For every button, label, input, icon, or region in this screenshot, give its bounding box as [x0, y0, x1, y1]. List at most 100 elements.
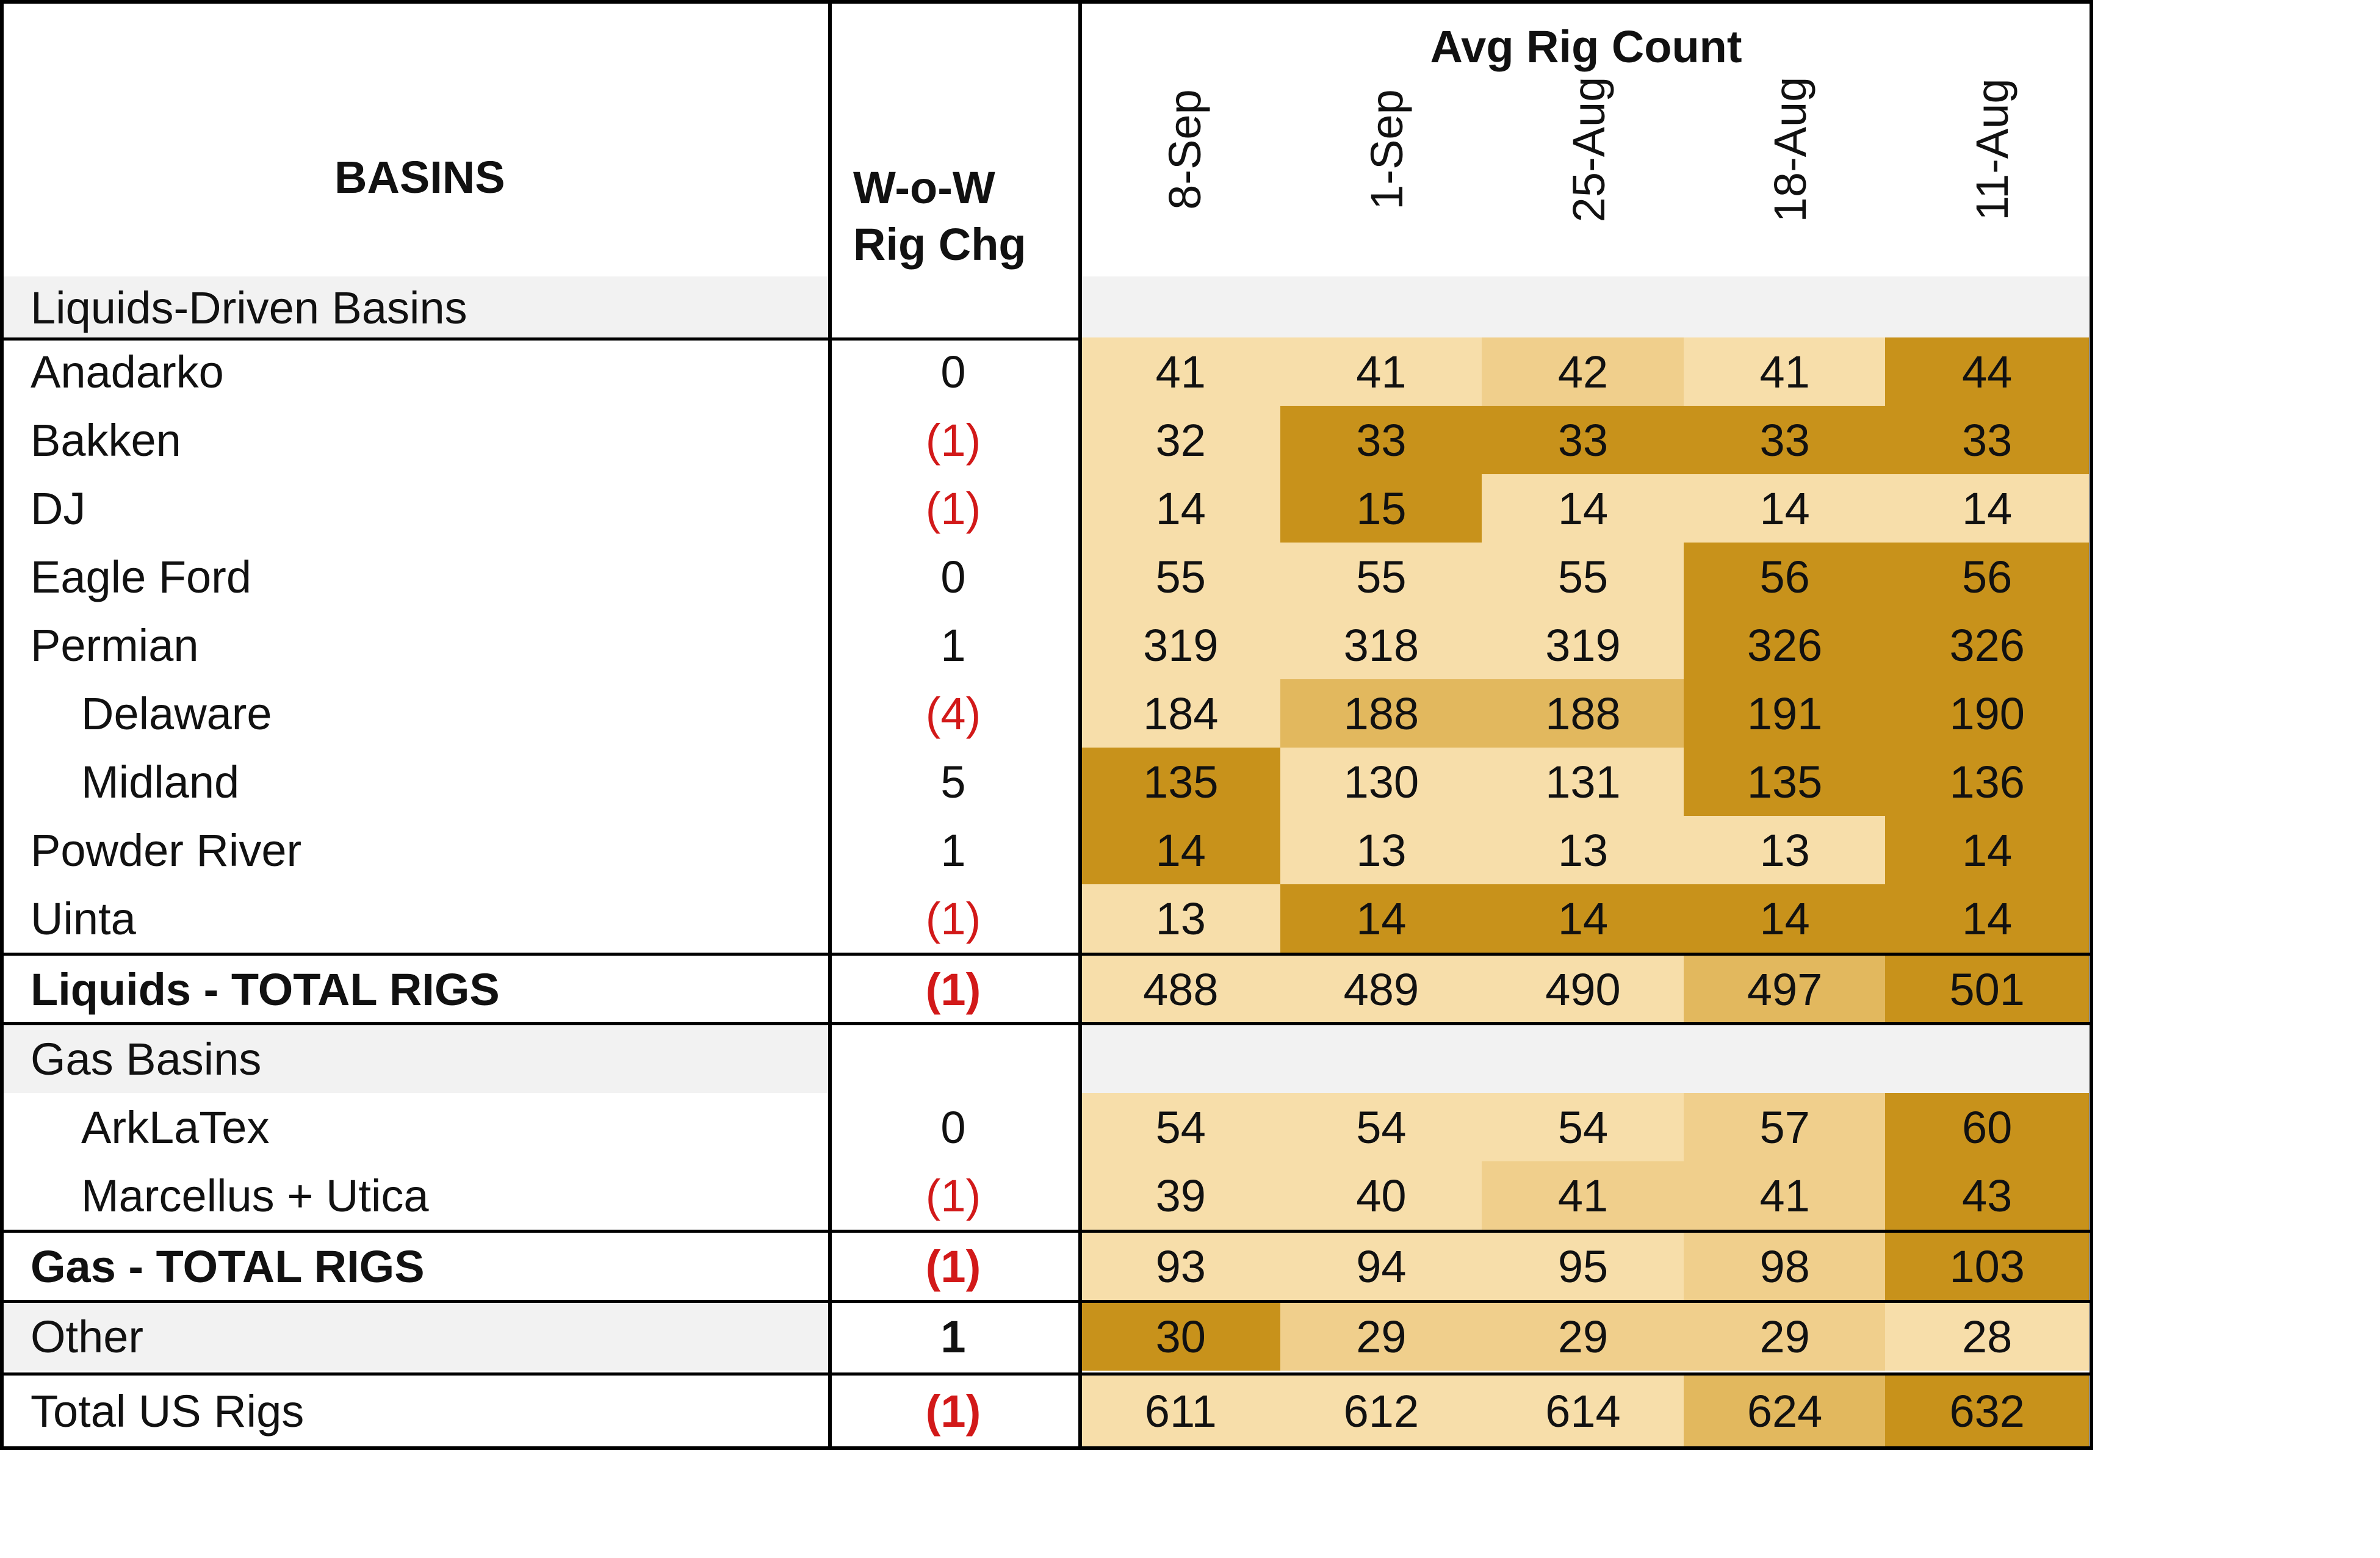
- rig-count-cell: 55: [1081, 543, 1281, 611]
- rig-count-cell: 93: [1081, 1232, 1281, 1300]
- rig-count-cell: 326: [1885, 611, 2089, 679]
- rig-count-cell: 131: [1482, 748, 1684, 816]
- rig-count-cell: 612: [1280, 1375, 1483, 1447]
- row-label: Powder River: [31, 824, 302, 876]
- rig-count-cell: 56: [1885, 543, 2089, 611]
- rig-count-cell: 319: [1482, 611, 1684, 679]
- rig-count-cell: 28: [1885, 1302, 2089, 1371]
- wow-change: (1): [925, 483, 981, 534]
- table-border-left: [0, 0, 4, 1450]
- rig-count-cell: 130: [1280, 748, 1483, 816]
- rig-count-cell: 56: [1683, 543, 1886, 611]
- rig-count-cell: 41: [1683, 1161, 1886, 1230]
- rig-count-cell: 188: [1280, 679, 1483, 748]
- section-shade-label: [2, 1025, 827, 1093]
- other-shade: [2, 1302, 827, 1371]
- rig-count-cell: 33: [1683, 406, 1886, 474]
- rig-count-cell: 318: [1280, 611, 1483, 679]
- row-label: Delaware: [81, 688, 272, 739]
- rig-count-cell: 41: [1482, 1161, 1684, 1230]
- rig-count-cell: 14: [1081, 816, 1281, 884]
- hline-above-grand-total: [0, 1372, 2093, 1376]
- rig-count-cell: 611: [1081, 1375, 1281, 1447]
- table-border-top: [0, 0, 2093, 4]
- wow-change: (1): [925, 414, 981, 466]
- rig-count-cell: 42: [1482, 337, 1684, 406]
- rig-count-cell: 190: [1885, 679, 2089, 748]
- wow-change: (1): [925, 964, 981, 1015]
- row-label: Eagle Ford: [31, 551, 251, 602]
- rig-count-cell: 14: [1482, 474, 1684, 543]
- rig-count-cell: 319: [1081, 611, 1281, 679]
- wow-change: 1: [940, 1311, 966, 1362]
- row-label: ArkLaTex: [81, 1102, 270, 1153]
- date-header-2: 25-Aug: [1563, 76, 1614, 223]
- row-label: Marcellus + Utica: [81, 1170, 429, 1221]
- col-divider-values: [1078, 0, 1082, 1450]
- hline-above-liquids-total: [0, 953, 2093, 956]
- wow-change: 1: [940, 824, 966, 876]
- rig-count-cell: 44: [1885, 337, 2089, 406]
- wow-header-line2: Rig Chg: [853, 218, 1026, 270]
- rig-count-cell: 13: [1683, 816, 1886, 884]
- rig-count-cell: 41: [1683, 337, 1886, 406]
- row-label: Uinta: [31, 893, 136, 944]
- hline-below-liquids-total: [0, 1022, 2093, 1025]
- date-header-1: 1-Sep: [1361, 89, 1412, 210]
- wow-change: (1): [925, 1241, 981, 1292]
- wow-change: (1): [925, 1385, 981, 1437]
- rig-count-cell: 103: [1885, 1232, 2089, 1300]
- section-shade-values: [1081, 276, 2089, 339]
- row-label: DJ: [31, 483, 86, 534]
- row-label: Anadarko: [31, 346, 224, 397]
- rig-count-cell: 632: [1885, 1375, 2089, 1447]
- rig-count-cell: 15: [1280, 474, 1483, 543]
- rig-count-cell: 54: [1482, 1093, 1684, 1161]
- wow-change: 1: [940, 619, 966, 671]
- rig-count-cell: 501: [1885, 955, 2089, 1023]
- row-label: Other: [31, 1311, 144, 1362]
- rig-count-cell: 54: [1280, 1093, 1483, 1161]
- wow-header-line1: W-o-W: [853, 162, 995, 213]
- rig-count-cell: 55: [1482, 543, 1684, 611]
- rig-count-cell: 490: [1482, 955, 1684, 1023]
- wow-change: (1): [925, 893, 981, 944]
- rig-count-cell: 624: [1683, 1375, 1886, 1447]
- rig-count-cell: 489: [1280, 955, 1483, 1023]
- table-border-right: [2090, 0, 2093, 1450]
- date-header-3: 18-Aug: [1765, 76, 1816, 223]
- rig-count-cell: 188: [1482, 679, 1684, 748]
- rig-count-cell: 29: [1482, 1302, 1684, 1371]
- rig-count-cell: 40: [1280, 1161, 1483, 1230]
- rig-count-cell: 29: [1683, 1302, 1886, 1371]
- rig-count-table: BASINS W-o-W Rig Chg Avg Rig Count 8-Sep…: [0, 0, 2093, 1450]
- row-label: Gas - TOTAL RIGS: [31, 1241, 425, 1292]
- rig-count-cell: 488: [1081, 955, 1281, 1023]
- col-divider-wow: [828, 0, 832, 1450]
- wow-change: 5: [940, 756, 966, 807]
- date-header-4: 11-Aug: [1966, 78, 2018, 221]
- date-header-0: 8-Sep: [1159, 89, 1211, 210]
- rig-count-cell: 135: [1081, 748, 1281, 816]
- rig-count-cell: 497: [1683, 955, 1886, 1023]
- rig-count-cell: 94: [1280, 1232, 1483, 1300]
- rig-count-cell: 13: [1280, 816, 1483, 884]
- section-shade-label: [2, 276, 827, 339]
- rig-count-cell: 13: [1482, 816, 1684, 884]
- row-label: Liquids - TOTAL RIGS: [31, 964, 500, 1015]
- rig-count-cell: 32: [1081, 406, 1281, 474]
- basins-header: BASINS: [334, 151, 505, 203]
- section-label: Gas Basins: [31, 1033, 262, 1084]
- hline-below-gas-total: [0, 1300, 2093, 1303]
- rig-count-cell: 33: [1885, 406, 2089, 474]
- rig-count-cell: 41: [1280, 337, 1483, 406]
- rig-count-cell: 191: [1683, 679, 1886, 748]
- row-label: Midland: [81, 756, 240, 807]
- hline-under-section-label: [0, 337, 1078, 341]
- rig-count-cell: 41: [1081, 337, 1281, 406]
- rig-count-cell: 29: [1280, 1302, 1483, 1371]
- rig-count-cell: 43: [1885, 1161, 2089, 1230]
- table-border-bottom: [0, 1446, 2093, 1450]
- wow-change: 0: [940, 1102, 966, 1153]
- hline-above-gas-total: [0, 1230, 2093, 1233]
